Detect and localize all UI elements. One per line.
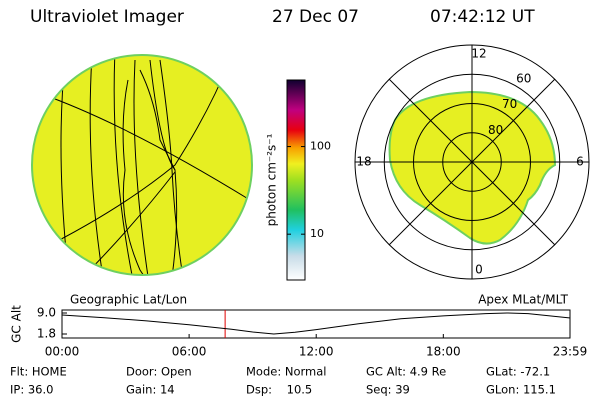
x-tick-label: 23:59 (553, 345, 588, 359)
y-tick-label: 1.8 (37, 327, 56, 341)
polar-ring (413, 103, 531, 221)
status-field: Flt: HOME (10, 365, 67, 379)
mlt-label: 0 (475, 263, 483, 277)
status-field: Gain: 14 (126, 383, 175, 397)
x-tick-label: 00:00 (45, 345, 80, 359)
y-tick-label: 9.0 (37, 306, 56, 320)
altitude-frame (61, 309, 571, 339)
colorbar-tick-label: 10 (310, 227, 324, 240)
status-field: Dsp: 10.5 (246, 383, 312, 397)
title: Ultraviolet Imager (30, 7, 184, 27)
geographic-label: Geographic Lat/Lon (70, 293, 187, 307)
time: 07:42:12 UT (430, 7, 535, 27)
x-tick-label: 06:00 (172, 345, 207, 359)
colorbar-tick-label: 100 (310, 140, 331, 153)
status-field: GC Alt: 4.9 Re (366, 365, 446, 379)
status-field: Mode: Normal (246, 365, 326, 379)
mlt-label: 6 (576, 155, 584, 169)
polar-ring (354, 44, 590, 280)
polar-label: Apex MLat/MLT (478, 293, 568, 307)
altitude-line (61, 312, 571, 335)
altitude-ylabel: GC Alt (10, 305, 24, 343)
colorbar (286, 79, 306, 281)
status-field: Seq: 39 (366, 383, 410, 397)
status-field: GLat: -72.1 (486, 365, 550, 379)
polar-ring (383, 73, 561, 251)
x-tick-label: 18:00 (426, 345, 461, 359)
geographic-image (31, 54, 253, 276)
status-field: Door: Open (126, 365, 192, 379)
mlat-label: 80 (488, 123, 503, 137)
mlat-label: 70 (502, 97, 517, 111)
polar-grid (355, 45, 589, 279)
colorbar-label: photon cm⁻²s⁻¹ (265, 133, 279, 226)
status-field: GLon: 115.1 (486, 383, 556, 397)
status-field: IP: 36.0 (10, 383, 53, 397)
mlt-label: 12 (471, 47, 486, 61)
mlt-label: 18 (356, 155, 371, 169)
date: 27 Dec 07 (272, 7, 359, 27)
polar-ring (442, 132, 502, 192)
x-tick-label: 12:00 (299, 345, 334, 359)
mlat-label: 60 (516, 71, 531, 85)
